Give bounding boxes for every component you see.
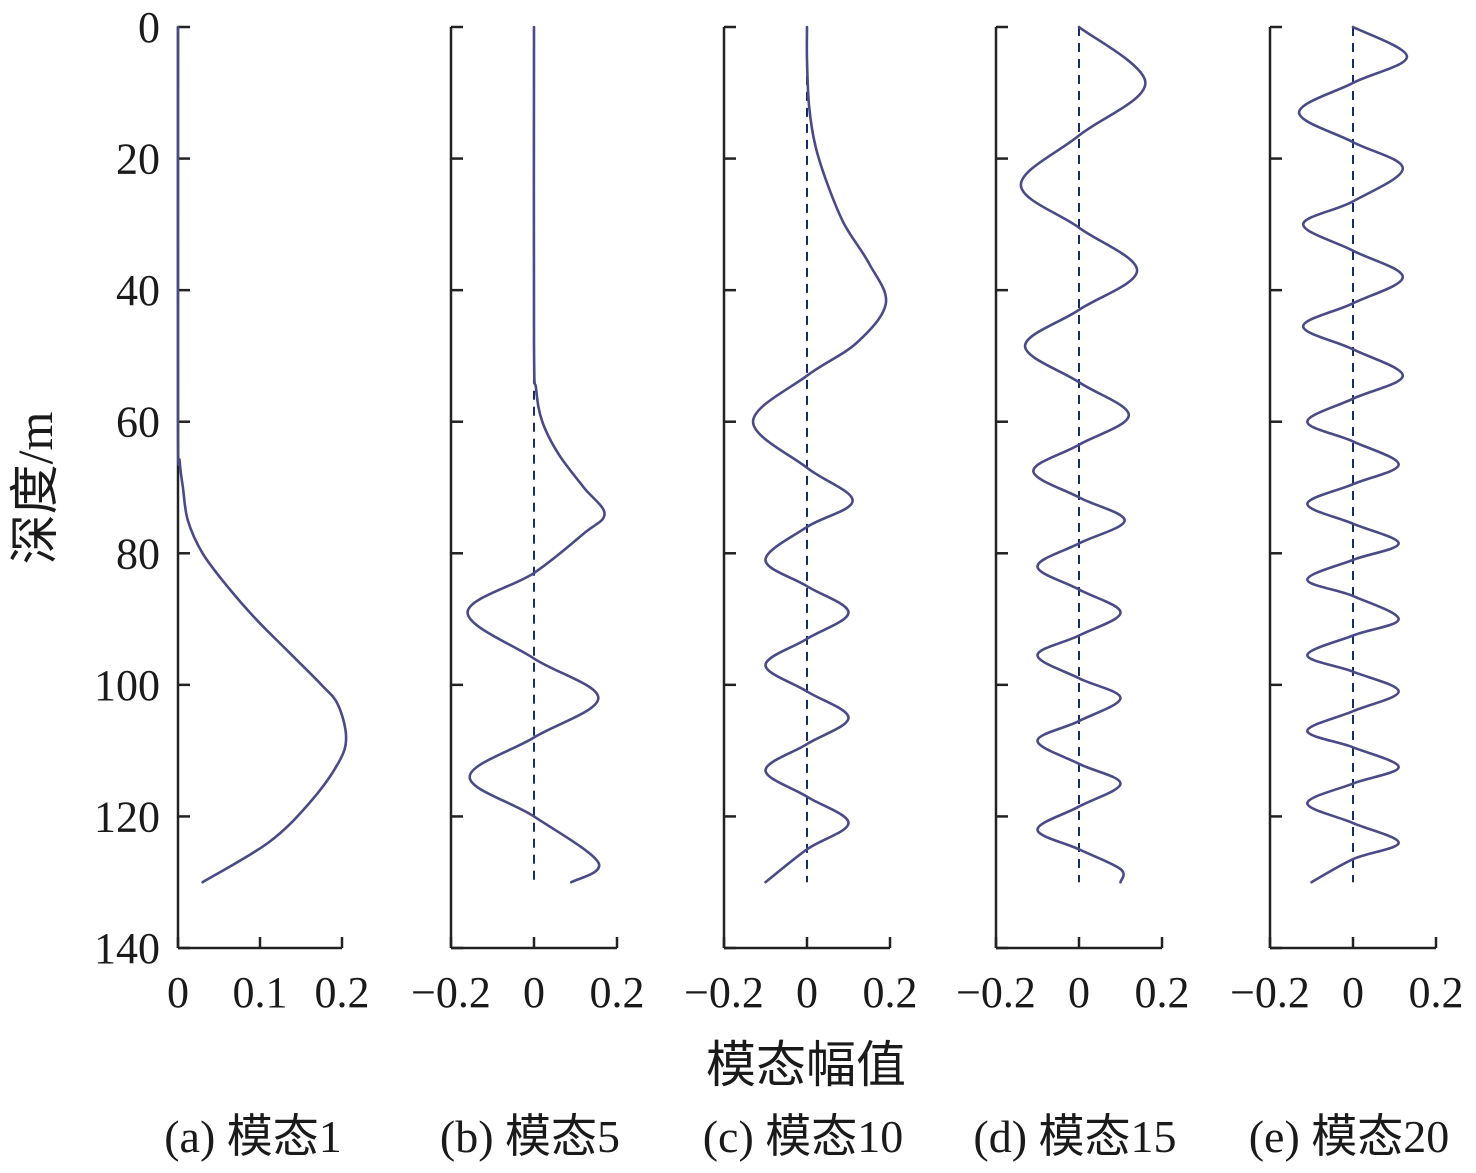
x-tick-label: 0.2: [315, 968, 370, 1017]
y-tick-label: 40: [116, 266, 160, 315]
y-tick-label: 120: [94, 792, 160, 841]
panel-5: −0.2 0 0.2: [1230, 25, 1464, 1017]
y-tick-label: 0: [138, 3, 160, 52]
mode-20-curve: [1297, 25, 1409, 884]
x-tick-label: 0: [796, 968, 818, 1017]
x-tick-label: 0.2: [1135, 968, 1190, 1017]
mode-panels: 0 0.1 0.2 −0.2 0 0.2 −0.2 0 0.2 −0.2 0 0.2 −0.2 0 0.2: [167, 25, 1464, 1017]
mode-10-curve: [751, 25, 888, 884]
panel-caption: (a) 模态1: [164, 1111, 342, 1162]
panel-caption: (e) 模态20: [1249, 1111, 1450, 1162]
y-tick-label: 20: [116, 135, 160, 184]
mode-1-curve: [176, 25, 348, 884]
x-tick-label: 0.2: [863, 968, 918, 1017]
mode-15-curve: [1019, 25, 1147, 884]
panel-caption: (b) 模态5: [440, 1111, 620, 1162]
panel-4: −0.2 0 0.2: [956, 25, 1190, 1017]
panel-3: −0.2 0 0.2: [684, 25, 918, 1017]
x-tick-label: 0.1: [233, 968, 288, 1017]
panel-caption: (d) 模态15: [973, 1111, 1176, 1162]
x-tick-label: 0: [1342, 968, 1364, 1017]
y-axis-title: 深度/m: [7, 412, 63, 565]
x-tick-label: −0.2: [684, 968, 764, 1017]
y-axis: 0 20 40 60 80 100 120 140: [94, 3, 160, 973]
y-tick-label: 100: [94, 661, 160, 710]
x-tick-label: 0.2: [590, 968, 645, 1017]
y-tick-label: 60: [116, 398, 160, 447]
x-axis-title: 模态幅值: [706, 1037, 906, 1093]
x-tick-label: 0: [1068, 968, 1090, 1017]
x-tick-label: 0: [523, 968, 545, 1017]
panel-2: −0.2 0 0.2: [411, 25, 645, 1017]
x-tick-label: 0: [167, 968, 189, 1017]
y-tick-label: 80: [116, 529, 160, 578]
panel-caption: (c) 模态10: [703, 1111, 904, 1162]
panel-captions: (a) 模态1 (b) 模态5 (c) 模态10 (d) 模态15 (e) 模态20: [164, 1111, 1449, 1162]
x-tick-label: 0.2: [1409, 968, 1464, 1017]
mode-5-curve: [466, 25, 606, 884]
panel-1: 0 0.1 0.2: [167, 25, 370, 1017]
x-tick-label: −0.2: [411, 968, 491, 1017]
x-tick-label: −0.2: [956, 968, 1036, 1017]
y-tick-label: 140: [94, 924, 160, 973]
x-tick-label: −0.2: [1230, 968, 1310, 1017]
